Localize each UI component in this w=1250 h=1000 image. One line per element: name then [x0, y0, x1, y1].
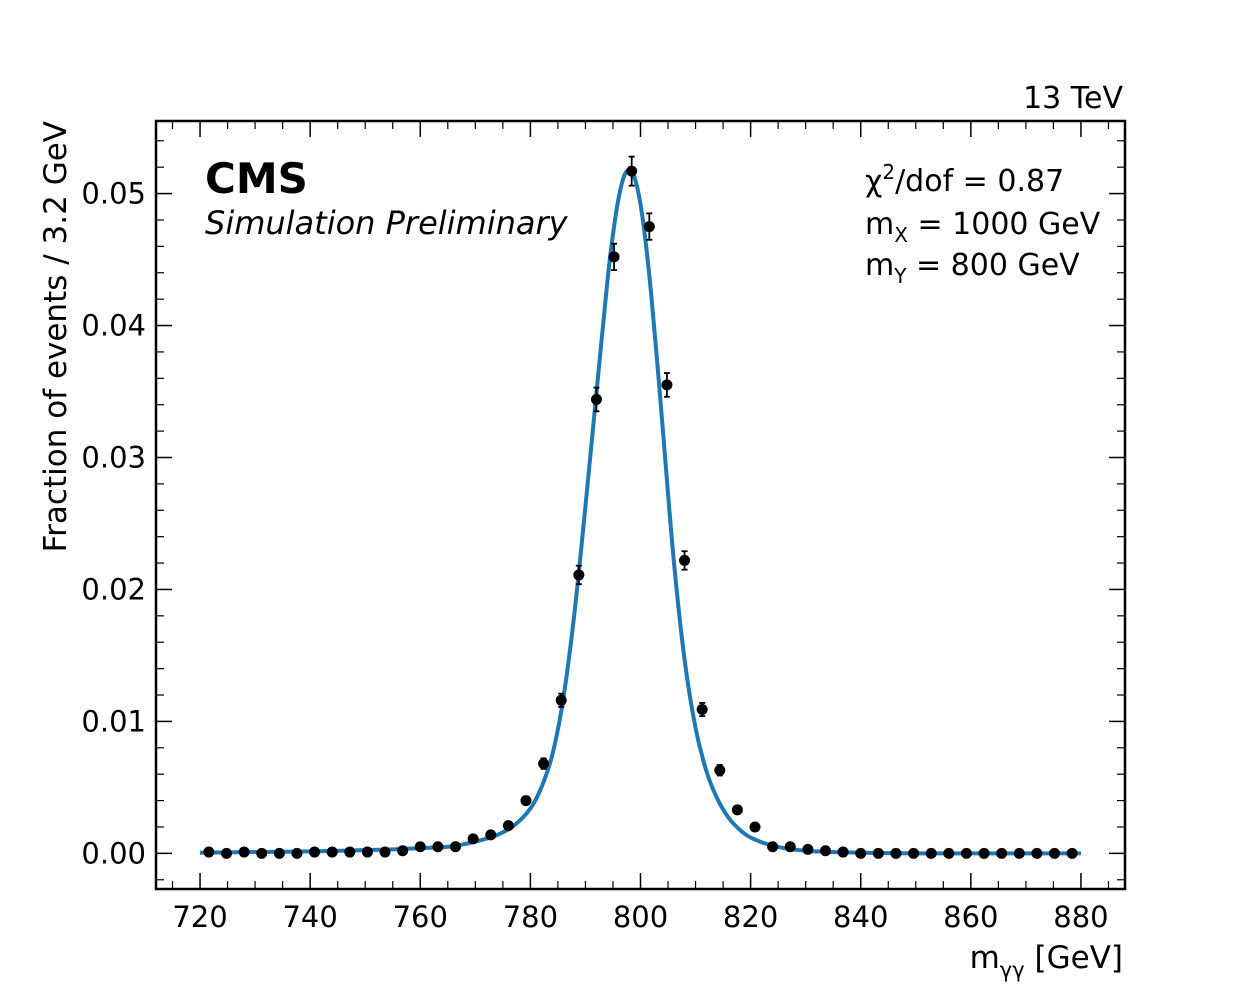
data-point — [432, 841, 444, 853]
data-point — [960, 847, 972, 859]
x-tick-label: 880 — [1053, 900, 1108, 934]
data-point — [467, 833, 479, 845]
data-point — [908, 847, 920, 859]
data-point — [749, 821, 761, 833]
data-point — [1066, 847, 1078, 859]
data-point — [538, 758, 550, 770]
data-point — [731, 804, 743, 816]
data-point — [714, 764, 726, 776]
data-point — [996, 847, 1008, 859]
mass-y-text: mY = 800 GeV — [865, 248, 1080, 288]
x-tick-label: 780 — [503, 900, 558, 934]
data-point — [309, 846, 321, 858]
data-point — [978, 847, 990, 859]
data-point — [203, 846, 215, 858]
data-point — [626, 165, 638, 177]
cms-label: CMS — [205, 154, 308, 203]
data-point — [1031, 847, 1043, 859]
x-tick-label: 760 — [393, 900, 448, 934]
y-tick-label: 0.04 — [81, 309, 146, 343]
x-tick-label: 820 — [723, 900, 778, 934]
data-point — [943, 847, 955, 859]
data-point — [661, 379, 673, 391]
data-point — [1049, 847, 1061, 859]
data-point — [573, 569, 585, 581]
y-tick-label: 0.02 — [81, 572, 146, 606]
data-point — [450, 841, 462, 853]
data-point — [220, 847, 232, 859]
data-point — [679, 554, 691, 566]
data-point — [1013, 847, 1025, 859]
data-point — [608, 251, 620, 263]
data-point — [555, 694, 567, 706]
data-point — [872, 847, 884, 859]
data-point — [696, 704, 708, 716]
simulation-preliminary-label: Simulation Preliminary — [205, 204, 569, 242]
data-point — [802, 843, 814, 855]
data-point — [414, 841, 426, 853]
data-point — [326, 846, 338, 858]
x-tick-label: 800 — [613, 900, 668, 934]
y-tick-label: 0.05 — [81, 177, 146, 211]
data-point — [890, 847, 902, 859]
plot-content — [200, 155, 1081, 859]
data-point — [819, 845, 831, 857]
energy-label: 13 TeV — [1023, 81, 1123, 116]
mass-x-text: mX = 1000 GeV — [865, 207, 1101, 247]
data-point — [485, 829, 497, 841]
data-point — [379, 846, 391, 858]
data-point — [520, 795, 532, 807]
data-point — [502, 820, 514, 832]
data-point — [767, 841, 779, 853]
chi2-dof-text: χ2/dof = 0.87 — [865, 160, 1064, 199]
data-point — [344, 846, 356, 858]
data-point — [837, 846, 849, 858]
x-tick-labels: 720 740 760 780 800 820 840 860 880 — [172, 900, 1108, 934]
data-point — [784, 841, 796, 853]
y-tick-label: 0.00 — [81, 836, 146, 870]
y-tick-labels: 0.00 0.01 0.02 0.03 0.04 0.05 — [81, 177, 146, 871]
x-axis-title: mγγ [GeV] — [970, 940, 1123, 982]
y-axis-title: Fraction of events / 3.2 GeV — [38, 121, 74, 552]
y-tick-label: 0.03 — [81, 440, 146, 474]
data-point — [397, 845, 409, 857]
data-point — [925, 847, 937, 859]
data-point — [361, 846, 373, 858]
data-point — [855, 847, 867, 859]
data-point — [273, 847, 285, 859]
x-tick-label: 840 — [833, 900, 888, 934]
axis-ticks — [156, 121, 1125, 889]
plot-frame — [154, 119, 1127, 891]
data-point — [238, 846, 250, 858]
data-point — [643, 221, 655, 233]
fit-info-box: χ2/dof = 0.87 mX = 1000 GeV mY = 800 GeV — [865, 160, 1101, 288]
x-tick-label: 740 — [282, 900, 337, 934]
data-point — [256, 847, 268, 859]
y-tick-label: 0.01 — [81, 704, 146, 738]
data-point — [291, 847, 303, 859]
data-point — [590, 393, 602, 405]
x-tick-label: 720 — [172, 900, 227, 934]
x-tick-label: 860 — [943, 900, 998, 934]
